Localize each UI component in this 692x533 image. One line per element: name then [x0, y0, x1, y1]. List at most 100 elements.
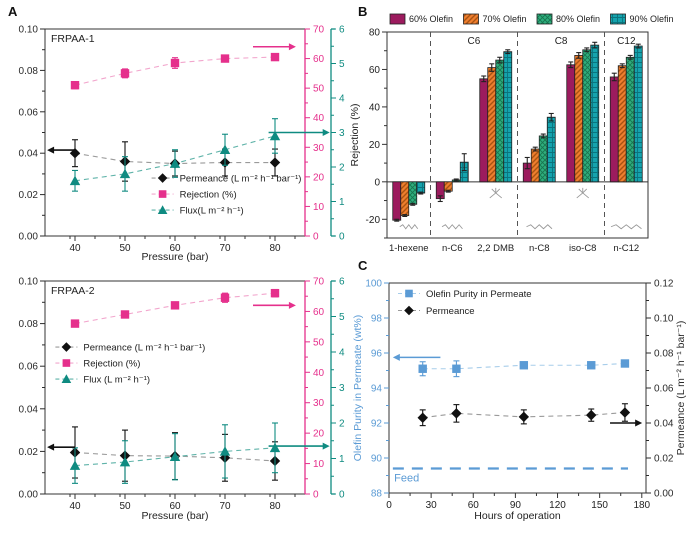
- stability-x-tick-label: 30: [426, 500, 438, 511]
- frpaa2-axis-arrow-head: [322, 442, 330, 450]
- mixture-rejection-bar-60Olefin-5: [609, 76, 619, 183]
- frpaa2-x-tick-label: 40: [69, 501, 81, 512]
- frpaa2-right2-tick-label: 2: [339, 419, 345, 430]
- mixture-rejection-category-label: 2,2 DMB: [477, 243, 514, 254]
- mixture-rejection-molecule-sketch-branched: [576, 187, 590, 199]
- frpaa1-axis-arrow-head: [322, 129, 330, 136]
- frpaa1-legend-label: Permeance (L m⁻² h⁻¹ bar⁻¹): [180, 174, 302, 185]
- stability-left-tick-label: 92: [371, 419, 383, 430]
- stability-left-tick-label: 90: [371, 454, 383, 465]
- mixture-rejection-bar-70Olefin-3: [530, 148, 540, 183]
- stability-right1-tick-label: 0.12: [654, 279, 674, 290]
- stability-right1-tick-label: 0.02: [654, 454, 674, 465]
- frpaa1-marker-2: [169, 158, 181, 168]
- stability-left-axis-label: Olefin Purity in Permeate (wt%): [352, 315, 364, 461]
- mixture-rejection-legend-swatch: [536, 13, 553, 25]
- frpaa2-marker-1: [120, 310, 130, 319]
- mixture-rejection-bar-80Olefin-2: [495, 59, 505, 183]
- frpaa2-left-tick-label: 0.00: [19, 490, 39, 501]
- frpaa1-marker-1: [170, 58, 180, 68]
- frpaa2-left-tick-label: 0.06: [19, 362, 39, 373]
- panel-c-label: C: [358, 258, 368, 273]
- frpaa1-x-axis-label: Pressure (bar): [141, 251, 208, 263]
- frpaa2-left-tick-label: 0.04: [19, 404, 39, 415]
- frpaa2-left-tick-label: 0.02: [19, 447, 39, 458]
- frpaa1-right1-tick-label: 70: [313, 25, 325, 36]
- frpaa1-marker-1: [270, 52, 280, 62]
- frpaa1-marker-1: [70, 80, 80, 90]
- frpaa1-right1-tick-label: 40: [313, 113, 325, 124]
- frpaa2-x-tick-label: 60: [169, 501, 181, 512]
- mixture-rejection-bar-60Olefin-4: [566, 64, 576, 183]
- frpaa1-right2-tick-label: 1: [339, 197, 345, 208]
- stability-ref-line-label: Feed: [394, 473, 419, 485]
- stability-x-tick-label: 60: [468, 500, 480, 511]
- frpaa1-right2-tick-label: 4: [339, 94, 345, 105]
- stability-left-tick-label: 94: [371, 384, 383, 395]
- stability-right1-axis-label: Permeance (L m⁻² h⁻¹ bar⁻¹): [675, 321, 687, 456]
- stability-left-tick-label: 100: [365, 279, 382, 290]
- stability-right1-tick-label: 0.10: [654, 314, 674, 325]
- stability-marker-1: [586, 409, 597, 421]
- mixture-rejection-bar-70Olefin-2: [487, 67, 497, 183]
- mixture-rejection-legend-label: 60% Olefin: [409, 14, 453, 24]
- mixture-rejection-group-label: C8: [555, 36, 568, 47]
- stability-legend-marker: [404, 305, 414, 316]
- frpaa1-legend-marker: [157, 205, 168, 214]
- stability-marker-0: [418, 364, 427, 373]
- frpaa2-right2-tick-label: 4: [339, 348, 345, 359]
- frpaa2-marker-1: [170, 301, 180, 310]
- mixture-rejection-y-axis-label: Rejection (%): [349, 103, 361, 166]
- frpaa2-right1-tick-label: 0: [313, 490, 319, 501]
- stability-left-tick-label: 98: [371, 314, 383, 325]
- mixture-rejection-legend-swatch: [389, 13, 406, 25]
- mixture-rejection-category-label: n-C8: [529, 243, 550, 254]
- mixture-rejection-y-tick-label: 80: [369, 28, 381, 39]
- frpaa2-x-axis-label: Pressure (bar): [141, 510, 208, 522]
- stability-left-tick-label: 88: [371, 489, 383, 500]
- panel-a-label: A: [8, 4, 18, 19]
- frpaa1-left-tick-label: 0.08: [19, 66, 39, 77]
- frpaa1-x-tick-label: 40: [69, 243, 81, 254]
- panel-b-rejection-bar-chart: -20 0 20 40 60 80 Rejection (%) 1-hexene n-C6 2,2…: [349, 13, 674, 254]
- frpaa2-right1-tick-label: 40: [313, 368, 325, 379]
- stability-legend-label: Olefin Purity in Permeate: [426, 289, 532, 300]
- mixture-rejection-bar-90Olefin-0: [416, 181, 426, 194]
- frpaa1-right2-tick-label: 2: [339, 163, 345, 174]
- stability-x-tick-label: 0: [386, 500, 392, 511]
- mixture-rejection-bar-60Olefin-0: [392, 181, 402, 221]
- frpaa1-right2-tick-label: 0: [339, 232, 345, 243]
- mixture-rejection-y-tick-label: 20: [369, 140, 381, 151]
- mixture-rejection-legend-swatch: [610, 13, 626, 25]
- mixture-rejection-molecule-sketch: [610, 224, 642, 230]
- frpaa2-right2-tick-label: 3: [339, 383, 345, 394]
- mixture-rejection-molecule-sketch: [526, 224, 553, 230]
- mixture-rejection-legend-label: 70% Olefin: [483, 14, 527, 24]
- frpaa1-x-tick-label: 60: [169, 243, 181, 254]
- mixture-rejection-bar-90Olefin-2: [503, 51, 513, 183]
- mixture-rejection-legend-label: 80% Olefin: [556, 14, 600, 24]
- frpaa2-axis-arrow-head: [47, 443, 55, 451]
- mixture-rejection-bar-90Olefin-4: [590, 44, 600, 183]
- frpaa2-marker-2: [69, 460, 81, 470]
- stability-legend-label: Permeance: [426, 306, 475, 317]
- frpaa1-x-tick-label: 70: [219, 243, 231, 254]
- frpaa2-marker-2: [169, 451, 181, 461]
- mixture-rejection-category-label: n-C6: [442, 243, 463, 254]
- stability-right1-tick-label: 0.08: [654, 349, 674, 360]
- frpaa2-legend-marker: [62, 359, 71, 367]
- stability-x-tick-label: 180: [633, 500, 650, 511]
- frpaa1-x-tick-label: 50: [119, 243, 131, 254]
- frpaa1-marker-1: [120, 69, 130, 78]
- mixture-rejection-group-label: C6: [468, 36, 481, 47]
- stability-right1-tick-label: 0.06: [654, 384, 674, 395]
- stability-marker-1: [619, 407, 631, 418]
- stability-x-tick-label: 120: [549, 500, 566, 511]
- frpaa1-legend-label: Flux(L m⁻² h⁻¹): [180, 206, 244, 217]
- mixture-rejection-category-label: n-C12: [613, 243, 639, 254]
- mixture-rejection-bar-70Olefin-5: [617, 65, 627, 183]
- mixture-rejection-category-label: 1-hexene: [389, 243, 429, 254]
- frpaa1-left-tick-label: 0.04: [19, 149, 39, 160]
- mixture-rejection-bar-90Olefin-3: [546, 116, 556, 183]
